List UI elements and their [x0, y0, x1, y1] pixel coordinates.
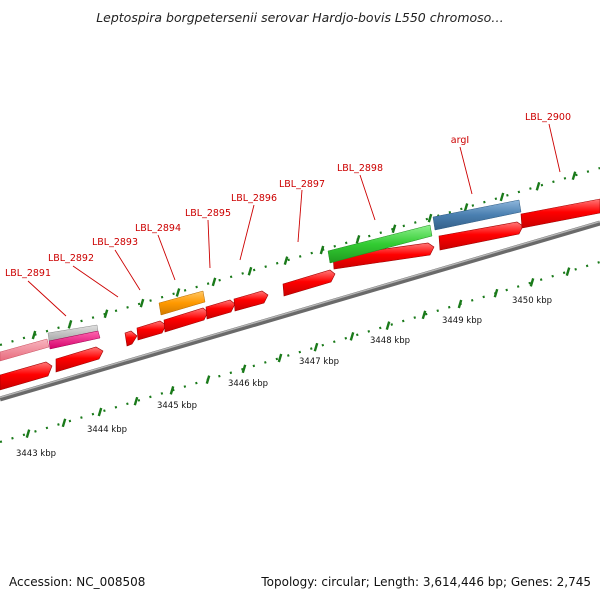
gene-block-magenta	[48, 330, 101, 350]
major-tick	[463, 203, 469, 212]
major-tick	[31, 330, 37, 340]
cds-arrow	[55, 346, 104, 373]
major-tick	[277, 353, 283, 363]
cds-arrow	[205, 299, 236, 320]
major-tick	[169, 386, 175, 395]
gene-block-green	[327, 224, 433, 264]
backbone-line	[0, 220, 600, 402]
major-tick	[175, 288, 181, 297]
cds-arrow	[438, 221, 524, 251]
major-tick	[535, 181, 541, 191]
major-tick	[241, 364, 247, 374]
callout-line	[548, 123, 561, 173]
cds-arrow	[0, 361, 53, 391]
kbp-labels: 3443 kbp 3444 kbp 3445 kbp 3446 kbp 3447…	[16, 296, 552, 459]
gene-label-lbl-2891: LBL_2891	[5, 268, 51, 279]
kbp-label-3450: 3450 kbp	[512, 296, 552, 306]
major-tick	[391, 224, 397, 234]
outer-major-ticks	[31, 171, 577, 340]
callout-line	[27, 280, 67, 317]
feature-track	[0, 199, 522, 362]
major-tick	[103, 309, 109, 319]
callout-line	[359, 174, 376, 221]
major-tick	[205, 375, 211, 384]
callout-line	[157, 234, 176, 281]
major-tick	[25, 429, 31, 438]
accession-text: Accession: NC_008508	[9, 575, 146, 589]
major-tick	[499, 192, 505, 202]
major-tick	[283, 256, 289, 265]
major-tick	[565, 267, 571, 276]
callout-line	[239, 204, 255, 261]
gene-label-lbl-2893: LBL_2893	[92, 237, 138, 248]
callout-line	[207, 219, 211, 269]
gene-callout-lines	[27, 123, 561, 317]
major-tick	[385, 321, 391, 330]
gene-label-lbl-2897: LBL_2897	[279, 179, 325, 190]
major-tick	[139, 298, 145, 308]
cds-arrow	[233, 290, 269, 312]
gene-block-blue	[432, 199, 522, 231]
kbp-label-3443: 3443 kbp	[16, 449, 56, 459]
kbp-label-3445: 3445 kbp	[157, 401, 197, 411]
major-tick	[349, 332, 355, 341]
cds-arrow	[332, 242, 435, 270]
cds-arrow	[520, 198, 600, 229]
callout-line	[72, 265, 119, 298]
major-tick	[493, 288, 499, 298]
kbp-label-3447: 3447 kbp	[299, 357, 339, 367]
gene-block-orange	[158, 290, 206, 316]
outer-tick-ruler	[0, 166, 600, 347]
major-tick	[67, 320, 73, 329]
major-tick	[457, 299, 463, 309]
gene-label-lbl-2894: LBL_2894	[135, 223, 181, 234]
cds-arrow	[136, 320, 167, 341]
major-tick	[97, 407, 103, 417]
kbp-label-3446: 3446 kbp	[228, 379, 268, 389]
inner-minor-ticks	[0, 260, 600, 444]
inner-major-ticks	[25, 267, 571, 438]
kbp-label-3449: 3449 kbp	[442, 316, 482, 326]
major-tick	[571, 171, 577, 181]
gene-label-lbl-2898: LBL_2898	[337, 163, 383, 174]
gene-labels: LBL_2891 LBL_2892 LBL_2893 LBL_2894 LBL_…	[5, 112, 571, 279]
topology-summary: Topology: circular; Length: 3,614,446 bp…	[261, 575, 591, 589]
cds-arrow	[163, 307, 209, 333]
kbp-label-3444: 3444 kbp	[87, 425, 127, 435]
major-tick	[61, 418, 67, 428]
cds-arrow	[282, 269, 336, 297]
callout-line	[114, 249, 141, 291]
callout-line	[297, 189, 303, 243]
map-title: Leptospira borgpetersenii serovar Hardjo…	[96, 10, 504, 25]
gene-block-pink	[0, 338, 50, 362]
major-tick	[319, 245, 325, 255]
gene-label-lbl-2892: LBL_2892	[48, 253, 94, 264]
major-tick	[313, 342, 319, 352]
gene-label-lbl-2896: LBL_2896	[231, 193, 277, 204]
cds-arrow	[124, 330, 138, 347]
outer-minor-ticks	[0, 166, 600, 347]
callout-line	[459, 146, 473, 195]
major-tick	[427, 213, 433, 223]
kbp-label-3448: 3448 kbp	[370, 336, 410, 346]
forward-cds-track	[0, 198, 600, 391]
genome-backbone	[0, 220, 600, 402]
major-tick	[133, 396, 139, 406]
inner-tick-ruler	[0, 260, 600, 444]
gene-label-argi: argI	[451, 135, 469, 146]
gene-label-lbl-2895: LBL_2895	[185, 208, 231, 219]
major-tick	[211, 277, 217, 287]
gene-label-lbl-2900: LBL_2900	[525, 112, 571, 123]
major-tick	[247, 266, 253, 276]
major-tick	[421, 310, 427, 320]
major-tick	[355, 235, 361, 244]
major-tick	[529, 278, 535, 287]
backbone-highlight	[0, 220, 600, 399]
